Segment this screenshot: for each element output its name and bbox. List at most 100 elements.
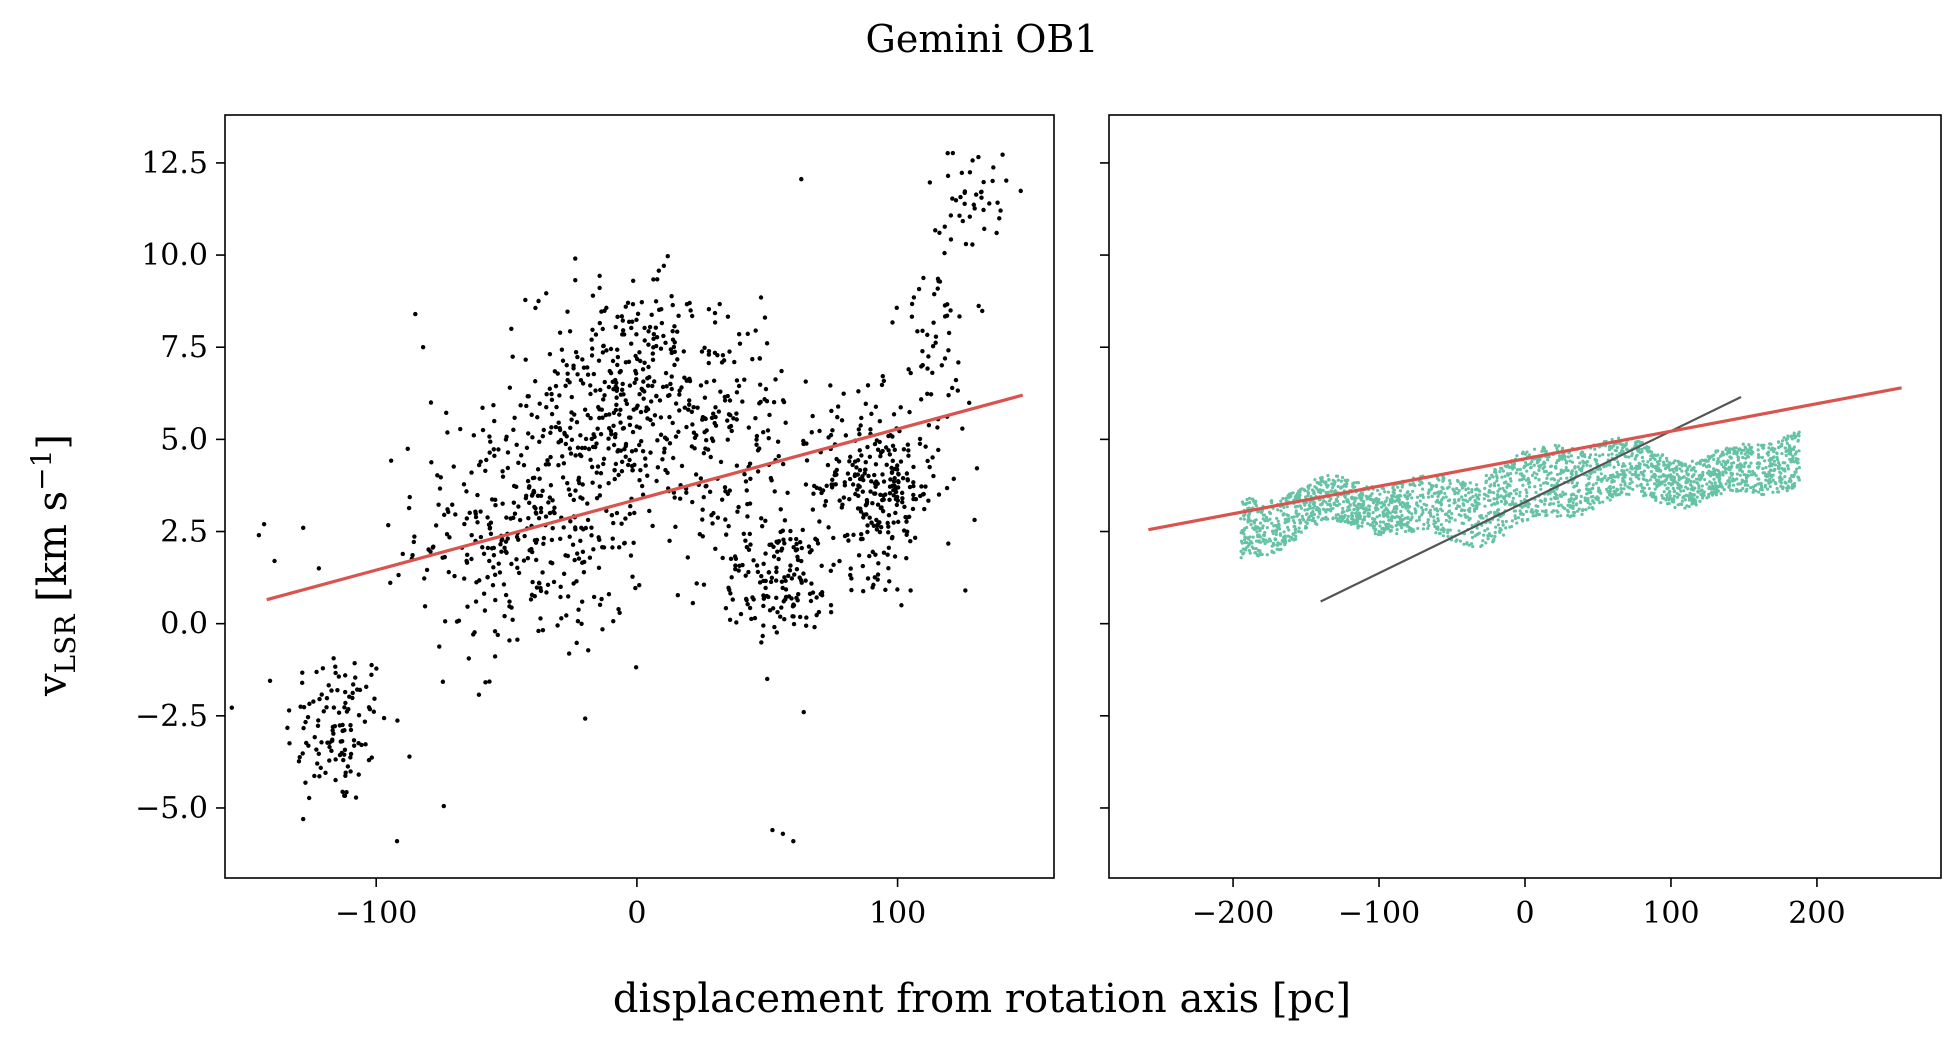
band-point xyxy=(1635,465,1640,469)
band-point xyxy=(1356,502,1360,507)
band-point xyxy=(1613,492,1617,496)
band-point xyxy=(1775,452,1779,456)
data-point xyxy=(301,704,307,710)
band-point xyxy=(1552,502,1556,506)
x-tick-label: 100 xyxy=(1642,896,1699,931)
data-point xyxy=(704,428,709,433)
band-point xyxy=(1495,500,1499,504)
band-point xyxy=(1403,529,1408,534)
data-point xyxy=(306,795,312,801)
band-point xyxy=(1594,481,1598,485)
data-point xyxy=(471,632,476,637)
band-point xyxy=(1401,483,1405,487)
data-point xyxy=(776,454,781,459)
band-point xyxy=(1502,481,1506,485)
band-point xyxy=(1466,487,1470,491)
band-point xyxy=(1486,537,1490,541)
data-point xyxy=(725,437,730,442)
band-point xyxy=(1381,530,1385,535)
band-point xyxy=(1395,532,1399,536)
band-point xyxy=(1571,506,1575,511)
data-point xyxy=(909,314,915,319)
band-point xyxy=(1477,493,1481,497)
data-point xyxy=(405,446,410,452)
data-point xyxy=(930,343,936,349)
data-point xyxy=(597,484,602,489)
data-point xyxy=(774,630,780,635)
band-point xyxy=(1568,459,1572,463)
data-point xyxy=(728,556,734,562)
data-point xyxy=(927,464,932,470)
data-point xyxy=(394,838,400,844)
band-point xyxy=(1778,463,1782,467)
data-point xyxy=(955,388,960,393)
band-point xyxy=(1508,477,1512,481)
data-point xyxy=(612,468,617,473)
band-point xyxy=(1635,484,1639,488)
band-point xyxy=(1757,482,1762,486)
band-point xyxy=(1340,475,1345,480)
band-point xyxy=(1555,509,1559,513)
band-point xyxy=(1629,477,1633,481)
band-point xyxy=(1689,468,1694,472)
band-point xyxy=(1747,464,1751,469)
y-tick-label: −5.0 xyxy=(135,791,208,826)
data-point xyxy=(352,661,357,666)
band-point xyxy=(1251,526,1255,530)
data-point xyxy=(672,495,677,500)
band-point xyxy=(1521,450,1525,454)
data-point xyxy=(655,438,660,443)
data-point xyxy=(767,608,773,613)
data-point xyxy=(723,489,728,494)
data-point xyxy=(557,330,563,335)
band-point xyxy=(1711,473,1716,477)
data-point xyxy=(579,621,584,626)
data-point xyxy=(906,367,911,372)
data-point xyxy=(824,483,829,488)
data-point xyxy=(782,575,787,580)
band-point xyxy=(1306,518,1310,522)
data-point xyxy=(809,548,814,553)
band-point xyxy=(1347,520,1351,524)
data-point xyxy=(903,514,908,520)
data-point xyxy=(629,325,634,331)
data-point xyxy=(540,570,545,575)
band-point xyxy=(1697,474,1701,478)
band-point xyxy=(1612,489,1616,493)
data-point xyxy=(763,518,768,524)
data-point xyxy=(456,618,462,623)
data-point xyxy=(615,314,620,320)
band-point xyxy=(1481,516,1485,520)
band-point xyxy=(1566,510,1570,514)
data-point xyxy=(761,623,766,628)
band-point xyxy=(1671,497,1675,501)
band-point xyxy=(1688,491,1692,495)
band-point xyxy=(1248,500,1252,505)
data-point xyxy=(618,407,623,413)
band-point xyxy=(1408,518,1413,522)
band-point xyxy=(1338,515,1342,519)
data-point xyxy=(677,408,682,413)
band-point xyxy=(1773,447,1777,451)
data-point xyxy=(547,351,553,357)
data-point xyxy=(500,501,505,506)
band-point xyxy=(1677,478,1681,482)
band-point xyxy=(1389,528,1393,533)
data-point xyxy=(447,535,452,540)
data-point xyxy=(646,329,651,334)
band-point xyxy=(1608,473,1613,478)
band-point xyxy=(1676,486,1680,490)
y-axis-title: vLSR [km s−1] xyxy=(25,434,82,697)
data-point xyxy=(747,531,753,537)
data-point xyxy=(778,614,783,619)
band-point xyxy=(1734,450,1738,454)
band-point xyxy=(1331,478,1335,482)
data-point xyxy=(657,398,663,403)
data-point xyxy=(642,325,647,331)
data-point xyxy=(483,680,488,685)
band-point xyxy=(1344,484,1348,488)
data-point xyxy=(691,404,696,410)
band-point xyxy=(1518,478,1522,482)
band-point xyxy=(1691,487,1695,492)
data-point xyxy=(543,514,549,519)
